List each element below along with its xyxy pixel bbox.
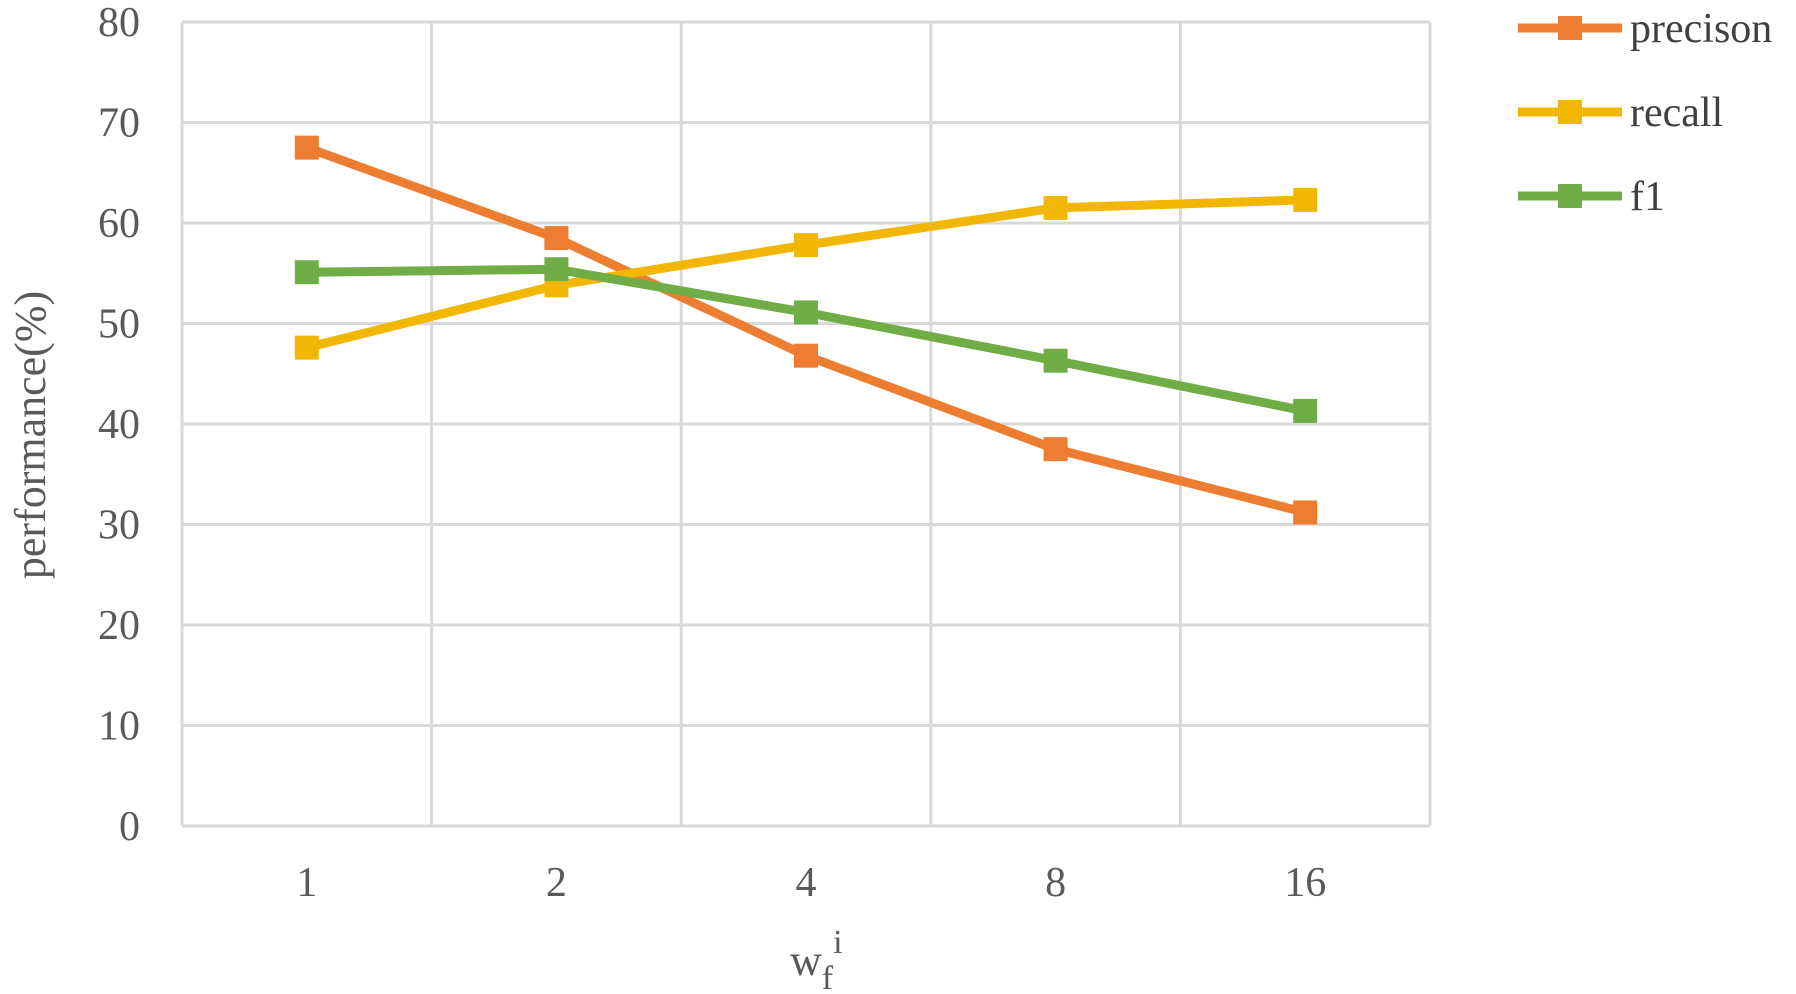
legend-swatch-marker xyxy=(1558,100,1582,124)
x-axis-ticks: 1 2 4 8 16 xyxy=(296,860,1326,906)
data-point xyxy=(1293,398,1318,423)
x-axis-title-sup: i xyxy=(833,924,842,961)
data-point xyxy=(294,135,319,160)
x-axis-title: wfi xyxy=(790,924,843,994)
legend: precison recall f1 xyxy=(1518,6,1772,220)
y-tick-label: 40 xyxy=(98,402,140,448)
legend-item: f1 xyxy=(1518,174,1665,220)
x-axis-title-base: w xyxy=(790,936,822,985)
series-precison xyxy=(294,135,1318,525)
data-point xyxy=(1043,437,1068,462)
series-f1 xyxy=(294,257,1318,423)
y-tick-label: 70 xyxy=(98,101,140,147)
data-point xyxy=(1043,348,1068,373)
y-tick-label: 30 xyxy=(98,503,140,549)
legend-swatch-marker xyxy=(1558,16,1582,40)
x-tick-label: 4 xyxy=(796,860,817,906)
legend-swatch-marker xyxy=(1558,184,1582,208)
series-line xyxy=(302,264,1310,416)
y-tick-label: 60 xyxy=(98,201,140,247)
x-axis-title-sub: f xyxy=(822,960,834,994)
data-point xyxy=(1293,187,1318,212)
x-tick-label: 1 xyxy=(296,860,317,906)
data-point xyxy=(794,233,818,258)
x-tick-label: 16 xyxy=(1284,860,1326,906)
x-tick-label: 2 xyxy=(546,860,567,906)
legend-item: recall xyxy=(1518,90,1723,136)
legend-label: recall xyxy=(1630,90,1723,136)
data-point xyxy=(544,226,569,251)
data-point xyxy=(294,260,319,285)
y-axis-title: performance(%) xyxy=(6,291,55,579)
legend-label: f1 xyxy=(1630,174,1665,220)
data-point xyxy=(794,300,818,325)
data-point xyxy=(294,335,319,360)
x-tick-label: 8 xyxy=(1045,860,1066,906)
series-group xyxy=(294,135,1318,525)
legend-item: precison xyxy=(1518,6,1772,52)
data-point xyxy=(1043,195,1068,220)
y-tick-label: 50 xyxy=(98,302,140,348)
legend-label: precison xyxy=(1630,6,1772,52)
y-axis-ticks: 0 10 20 30 40 50 60 70 80 xyxy=(98,0,140,850)
y-tick-label: 20 xyxy=(98,603,140,649)
y-tick-label: 80 xyxy=(98,0,140,46)
y-tick-label: 10 xyxy=(98,704,140,750)
data-point xyxy=(544,257,569,282)
grid xyxy=(180,20,1432,828)
series-recall xyxy=(294,187,1318,360)
data-point xyxy=(794,343,818,368)
data-point xyxy=(1293,500,1318,525)
y-tick-label: 0 xyxy=(119,804,140,850)
